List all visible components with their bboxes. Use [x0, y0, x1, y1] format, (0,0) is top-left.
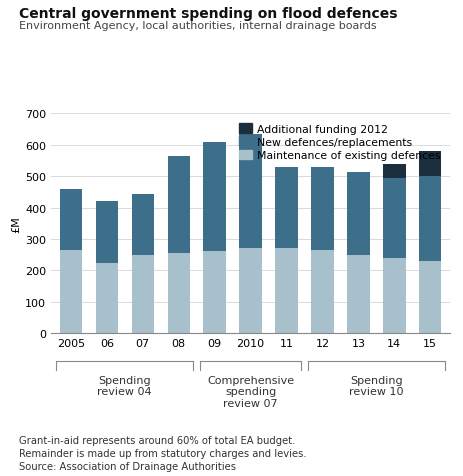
Bar — [275, 168, 297, 249]
Bar — [167, 253, 189, 333]
Bar — [95, 264, 118, 333]
Bar — [311, 250, 333, 333]
Bar — [60, 250, 82, 333]
Text: Comprehensive
spending
review 07: Comprehensive spending review 07 — [206, 375, 294, 408]
Bar — [95, 201, 118, 264]
Bar — [418, 152, 440, 177]
Bar — [418, 261, 440, 333]
Text: Central government spending on flood defences: Central government spending on flood def… — [19, 7, 396, 21]
Bar — [60, 189, 82, 250]
Bar — [346, 256, 369, 333]
Bar — [167, 157, 189, 253]
Bar — [131, 256, 154, 333]
Bar — [418, 177, 440, 261]
Bar — [275, 249, 297, 333]
Y-axis label: £M: £M — [11, 215, 21, 232]
Bar — [131, 195, 154, 256]
Bar — [346, 173, 369, 256]
Bar — [382, 178, 405, 258]
Bar — [382, 258, 405, 333]
Text: Environment Agency, local authorities, internal drainage boards: Environment Agency, local authorities, i… — [19, 21, 375, 31]
Text: Grant-in-aid represents around 60% of total EA budget.
Remainder is made up from: Grant-in-aid represents around 60% of to… — [19, 435, 306, 471]
Bar — [203, 252, 225, 333]
Bar — [239, 135, 261, 249]
Bar — [382, 164, 405, 178]
Legend: Additional funding 2012, New defences/replacements, Maintenance of existing defe: Additional funding 2012, New defences/re… — [235, 119, 444, 165]
Bar — [311, 168, 333, 250]
Text: Spending
review 04: Spending review 04 — [97, 375, 152, 397]
Text: Spending
review 10: Spending review 10 — [348, 375, 403, 397]
Bar — [203, 142, 225, 252]
Bar — [239, 249, 261, 333]
